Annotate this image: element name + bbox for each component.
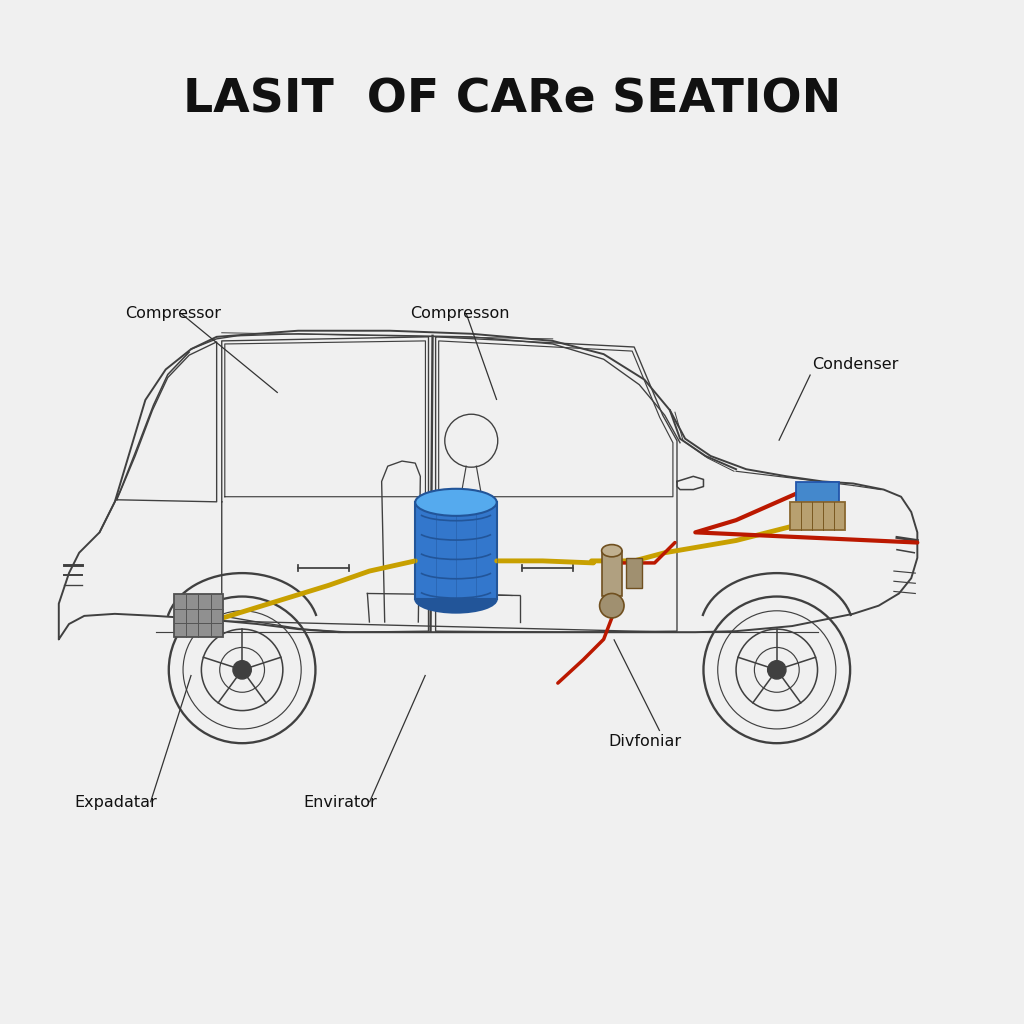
FancyBboxPatch shape xyxy=(174,595,223,637)
Text: Expadatar: Expadatar xyxy=(74,795,157,810)
Text: Condenser: Condenser xyxy=(812,356,899,372)
Ellipse shape xyxy=(416,488,497,516)
Text: Compresson: Compresson xyxy=(411,306,510,321)
Circle shape xyxy=(232,660,251,679)
FancyBboxPatch shape xyxy=(626,558,642,589)
Text: Envirator: Envirator xyxy=(303,795,377,810)
FancyBboxPatch shape xyxy=(602,551,622,596)
Ellipse shape xyxy=(602,545,622,557)
Circle shape xyxy=(768,660,786,679)
Text: LASIT  OF CARe SEATION: LASIT OF CARe SEATION xyxy=(183,77,841,122)
Circle shape xyxy=(600,594,624,617)
FancyBboxPatch shape xyxy=(796,482,839,502)
Text: Compressor: Compressor xyxy=(125,306,221,321)
FancyBboxPatch shape xyxy=(416,503,497,599)
Text: Divfoniar: Divfoniar xyxy=(608,733,682,749)
FancyBboxPatch shape xyxy=(791,502,845,530)
Ellipse shape xyxy=(416,586,497,612)
